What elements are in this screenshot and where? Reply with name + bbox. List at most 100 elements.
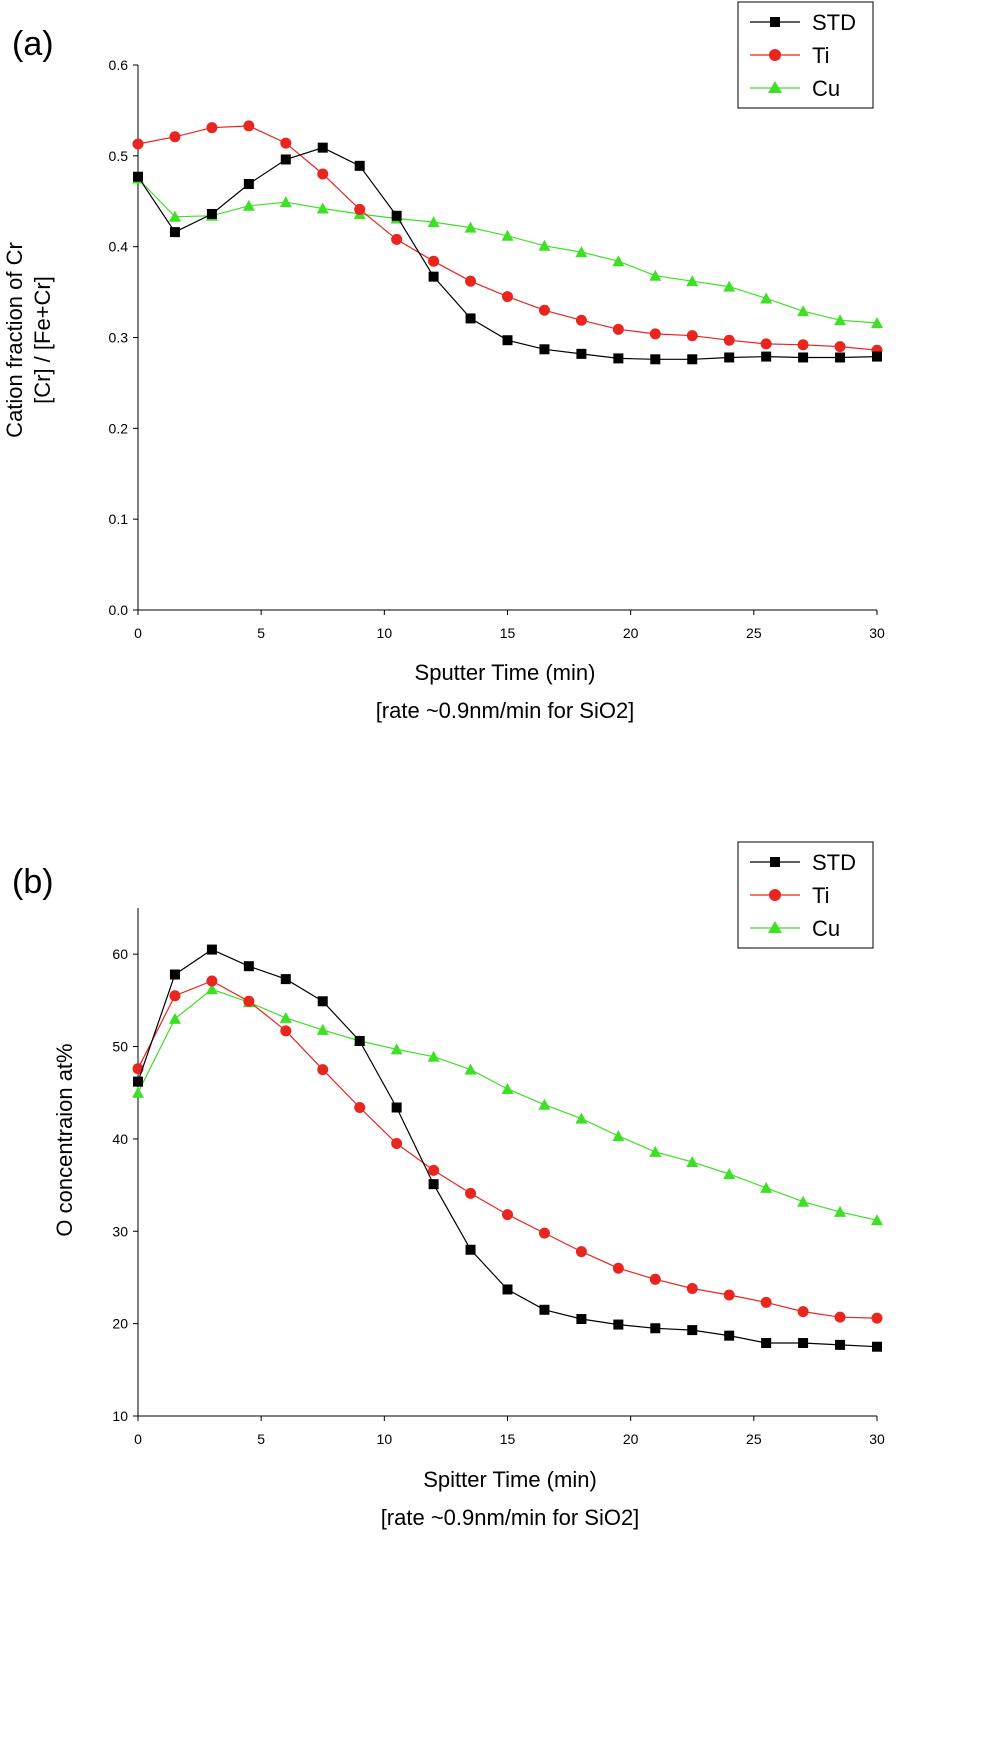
chart-b-point-cu bbox=[760, 1181, 773, 1193]
legend-a-ti-label: Ti bbox=[812, 43, 830, 68]
chart-a-point-cu bbox=[242, 199, 255, 211]
chart-a-xtick-label: 20 bbox=[623, 625, 639, 641]
chart-a-point-cu bbox=[464, 221, 477, 233]
chart-b-point-ti bbox=[465, 1187, 477, 1199]
chart-b-line-ti bbox=[137, 980, 878, 1319]
chart-a-point-std bbox=[391, 210, 402, 221]
chart-a-point-std bbox=[798, 352, 809, 363]
chart-b-point-cu bbox=[501, 1083, 514, 1095]
chart-b-x-ticks: 0 5 10 15 20 25 30 bbox=[134, 1416, 885, 1447]
chart-b-point-ti bbox=[575, 1246, 587, 1258]
chart-a-point-ti bbox=[502, 291, 513, 303]
legend-b-std-label: STD bbox=[812, 850, 856, 875]
chart-a-point-cu bbox=[834, 314, 847, 326]
chart-b-point-ti bbox=[538, 1227, 550, 1239]
chart-a-point-ti bbox=[391, 233, 403, 245]
chart-b-xtick-label: 10 bbox=[377, 1431, 393, 1447]
chart-b-ylabel: O concentraion at% bbox=[52, 1043, 77, 1236]
chart-a-point-cu bbox=[871, 316, 883, 328]
chart-b-point-ti bbox=[502, 1209, 513, 1221]
legend-a-std-marker bbox=[770, 17, 780, 27]
chart-b-point-std bbox=[391, 1102, 402, 1113]
chart-a-point-std bbox=[280, 154, 291, 165]
chart-b-xtick-label: 30 bbox=[869, 1431, 885, 1447]
chart-b-ytick-label: 10 bbox=[112, 1408, 128, 1424]
chart-b-point-cu bbox=[464, 1063, 477, 1075]
legend-a-std-label: STD bbox=[812, 10, 856, 35]
chart-a-point-ti bbox=[538, 304, 550, 316]
chart-a-point-std bbox=[206, 208, 217, 219]
chart-b-ytick-label: 60 bbox=[112, 946, 128, 962]
chart-b-point-std bbox=[650, 1323, 661, 1334]
chart-a-point-ti bbox=[686, 330, 698, 342]
legend-a-ti-marker bbox=[769, 49, 781, 61]
chart-a-point-ti bbox=[575, 314, 587, 326]
chart-a-point-ti bbox=[612, 323, 624, 335]
chart-a-point-ti bbox=[834, 341, 846, 353]
chart-b-point-ti bbox=[354, 1102, 366, 1114]
chart-a-point-std bbox=[576, 348, 587, 359]
chart-b-point-ti bbox=[871, 1312, 883, 1324]
chart-b-point-ti bbox=[760, 1296, 772, 1308]
chart-a-point-std bbox=[317, 142, 328, 153]
chart-a-ytick-label: 0.5 bbox=[109, 148, 129, 164]
chart-a-point-ti bbox=[354, 203, 366, 215]
chart-b-ytick-label: 50 bbox=[112, 1039, 128, 1055]
chart-a-series bbox=[132, 120, 883, 365]
legend-b-std-marker bbox=[770, 857, 780, 867]
chart-a-point-ti bbox=[169, 131, 181, 143]
chart-a-point-ti bbox=[243, 120, 255, 132]
chart-a-point-std bbox=[835, 352, 846, 363]
chart-b-point-cu bbox=[871, 1214, 883, 1226]
chart-b-point-ti bbox=[280, 1025, 292, 1037]
chart-b-point-ti bbox=[834, 1311, 846, 1323]
chart-b-point-std bbox=[835, 1339, 846, 1350]
chart-b-point-std bbox=[206, 944, 217, 955]
chart-b-point-std bbox=[243, 961, 254, 972]
chart-b-point-std bbox=[798, 1338, 809, 1349]
chart-b-y-ticks: 10 20 30 40 50 60 bbox=[112, 946, 138, 1424]
chart-b-point-ti bbox=[132, 1063, 144, 1075]
chart-a-ylabel: Cation fraction of Cr bbox=[2, 242, 27, 438]
chart-b-point-std bbox=[761, 1338, 772, 1349]
chart-a-point-ti bbox=[280, 137, 292, 149]
legend-b-ti-label: Ti bbox=[812, 883, 830, 908]
chart-b-point-cu bbox=[279, 1011, 292, 1023]
chart-a-ytick-label: 0.4 bbox=[109, 239, 129, 255]
chart-b-point-ti bbox=[686, 1283, 698, 1295]
chart-a-point-ti bbox=[132, 138, 144, 150]
chart-b-point-std bbox=[539, 1304, 550, 1315]
chart-a-point-std bbox=[243, 178, 254, 189]
legend-b-cu-marker bbox=[768, 921, 782, 933]
chart-b-point-ti bbox=[243, 995, 255, 1007]
chart-b-xtick-label: 0 bbox=[134, 1431, 142, 1447]
chart-b-point-cu bbox=[390, 1043, 403, 1055]
chart-b-xlabel-sub: [rate ~0.9nm/min for SiO2] bbox=[381, 1505, 640, 1530]
chart-b-point-ti bbox=[317, 1064, 329, 1076]
chart-a-point-cu bbox=[612, 255, 625, 267]
legend-a-cu-label: Cu bbox=[812, 76, 840, 101]
chart-a-point-ti bbox=[723, 334, 735, 346]
chart-a-ytick-label: 0.2 bbox=[109, 420, 129, 436]
chart-a-point-ti bbox=[317, 168, 329, 180]
chart-a-ytick-label: 0.6 bbox=[109, 57, 129, 73]
chart-a-point-ti bbox=[760, 338, 772, 350]
chart-a-point-std bbox=[724, 352, 735, 363]
chart-a-point-ti bbox=[797, 339, 809, 351]
chart-b-point-std bbox=[317, 996, 328, 1007]
chart-a-xtick-label: 15 bbox=[500, 625, 516, 641]
chart-a-point-ti bbox=[465, 275, 477, 287]
chart-b-point-std bbox=[576, 1314, 587, 1325]
chart-a-point-std bbox=[539, 344, 550, 355]
chart-a-y-ticks: 0.0 0.1 0.2 0.3 0.4 0.5 0.6 bbox=[109, 57, 138, 618]
chart-a-point-ti bbox=[428, 255, 440, 267]
chart-a-xtick-label: 25 bbox=[746, 625, 762, 641]
legend-b-ti-marker bbox=[769, 889, 781, 901]
chart-b-point-std bbox=[169, 969, 180, 980]
chart-a-point-std bbox=[650, 354, 661, 365]
chart-b-point-ti bbox=[612, 1262, 624, 1274]
chart-b-point-cu bbox=[686, 1156, 699, 1167]
chart-b-point-std bbox=[872, 1341, 882, 1352]
chart-a-point-std bbox=[169, 227, 180, 238]
chart-a-point-std bbox=[465, 313, 476, 324]
